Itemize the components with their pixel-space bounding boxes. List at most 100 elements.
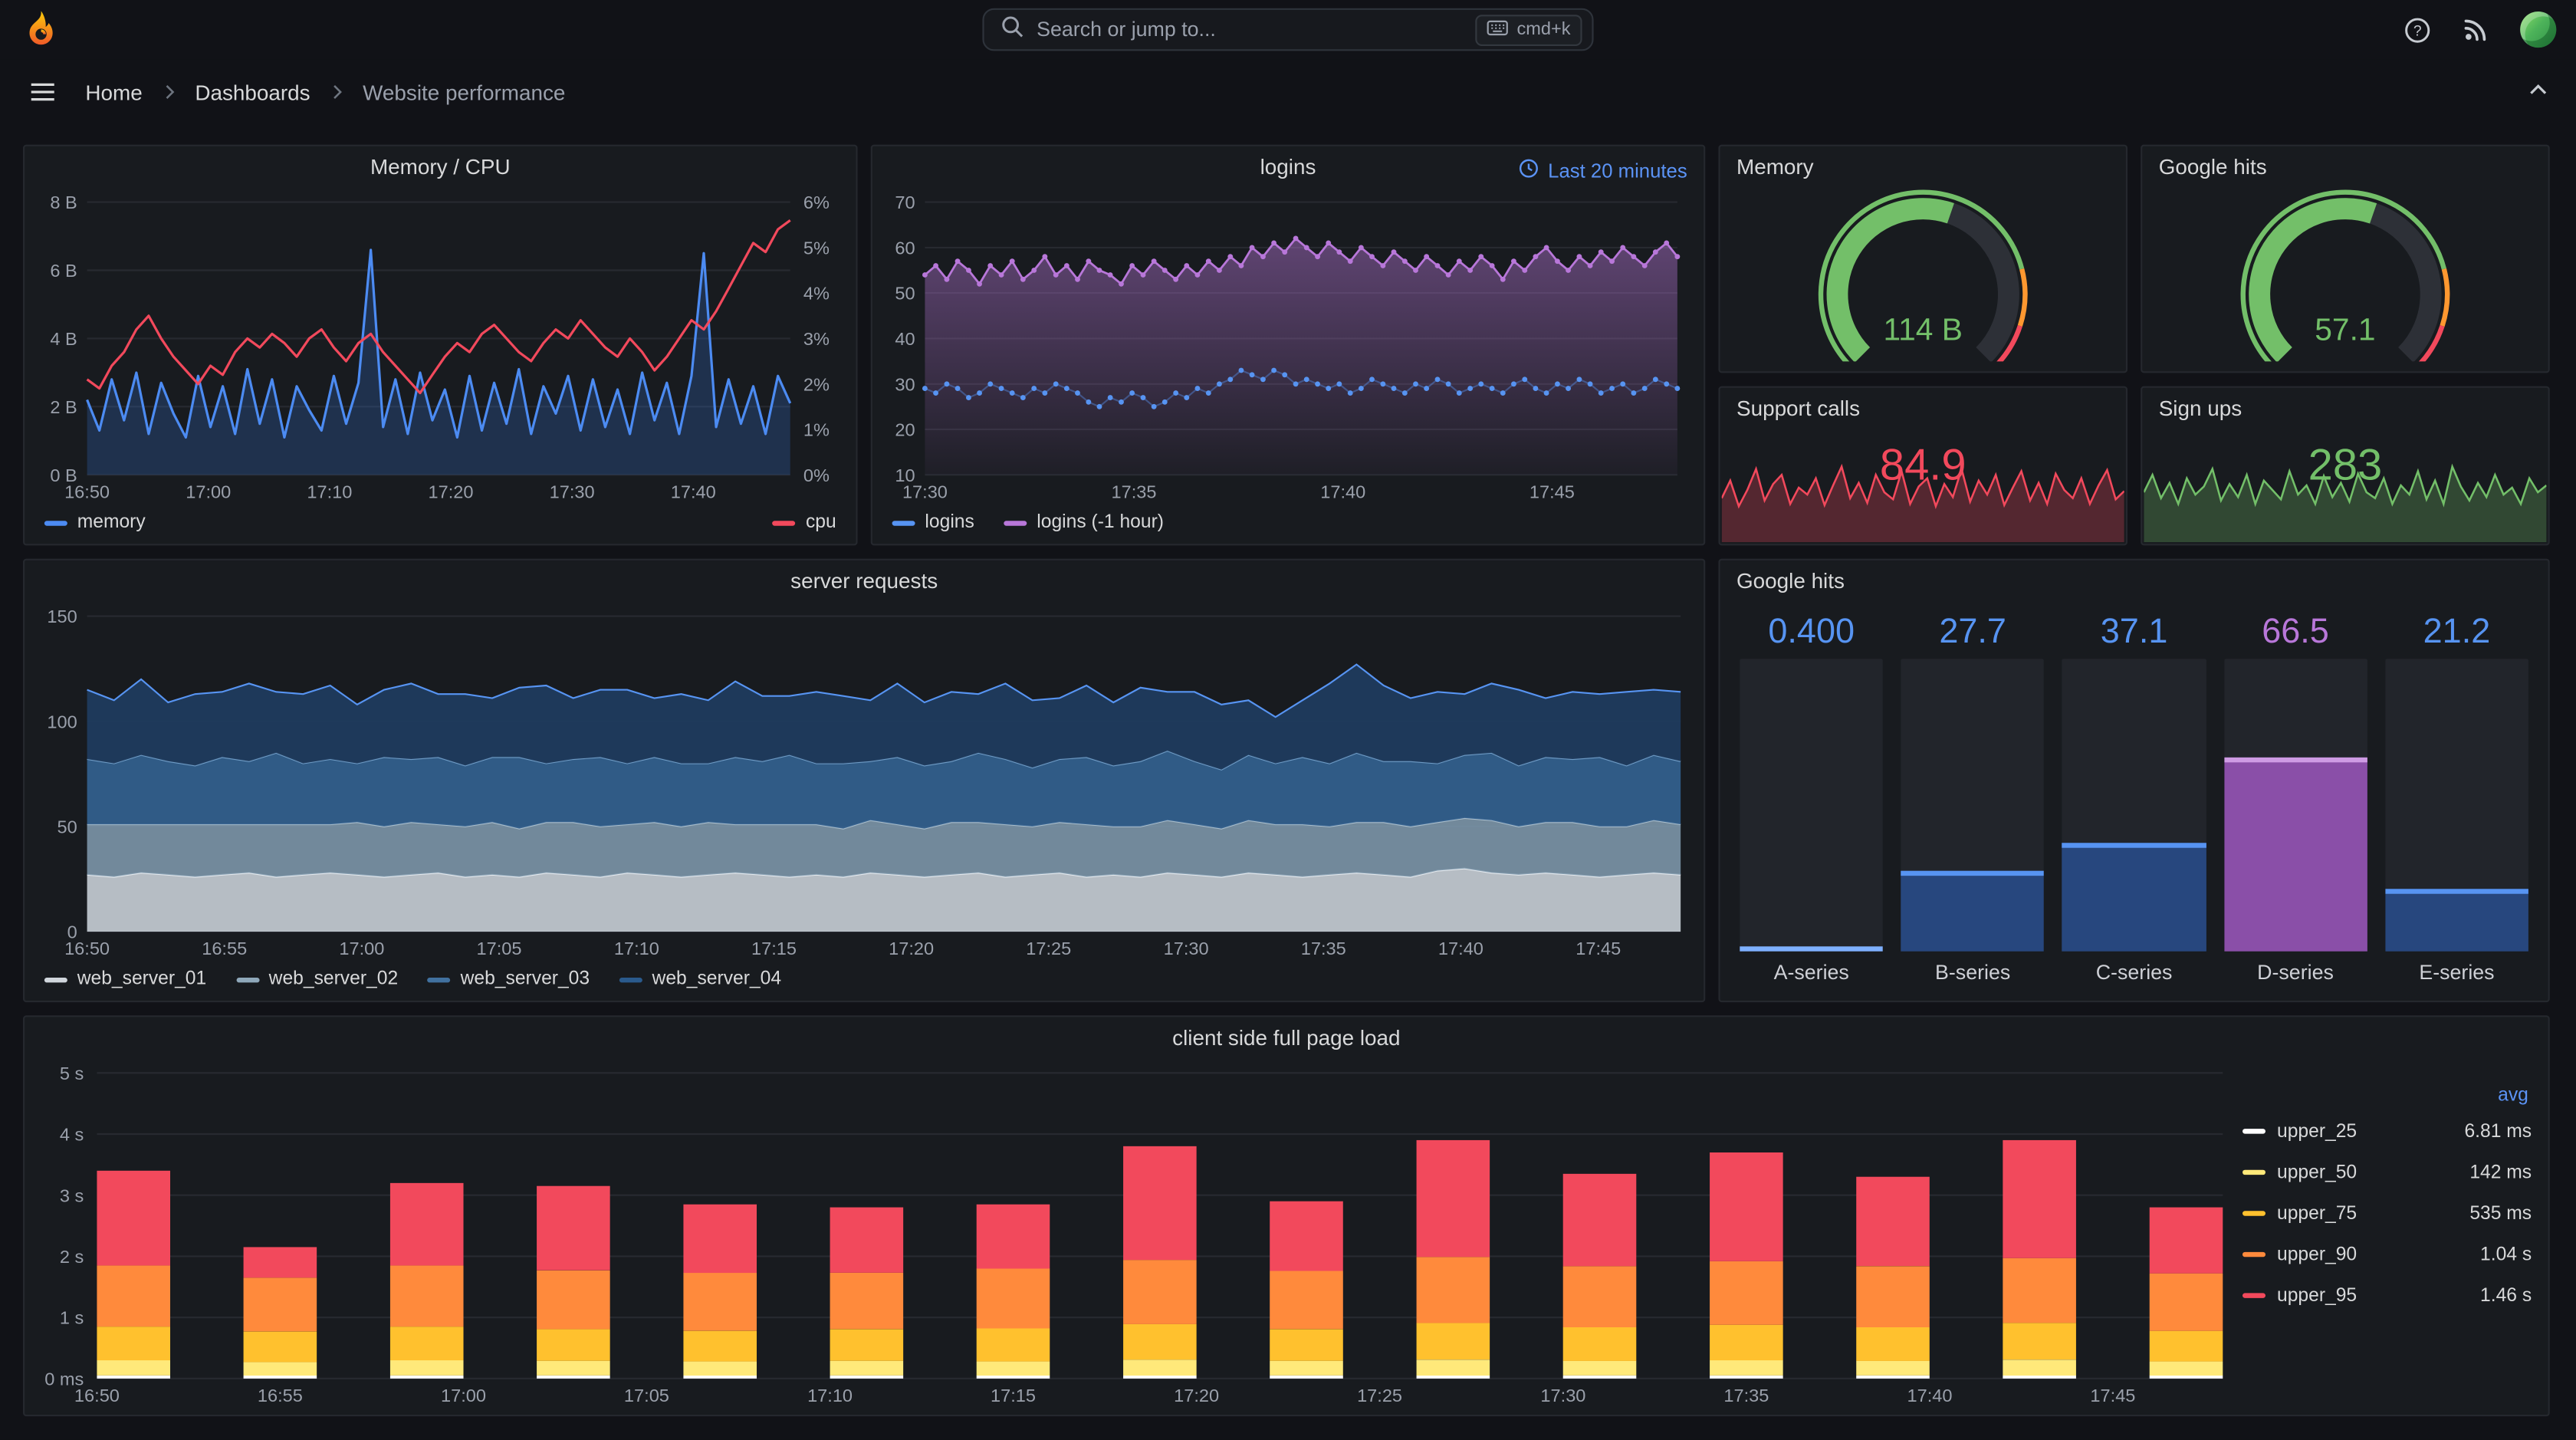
stat-value: 283 — [2308, 440, 2383, 490]
panel-sign-ups: Sign ups 283 — [2141, 386, 2550, 546]
legend-item-upper-50[interactable]: upper_50 142 ms — [2242, 1152, 2532, 1193]
bar-gauge-value: 27.7 — [1939, 613, 2006, 651]
panel-title[interactable]: client side full page load — [1172, 1025, 1401, 1050]
panel-title[interactable]: Memory / CPU — [370, 154, 511, 179]
svg-text:17:35: 17:35 — [1112, 482, 1157, 501]
time-range-indicator[interactable]: Last 20 minutes — [1519, 158, 1687, 184]
panel-title[interactable]: Support calls — [1737, 396, 1861, 421]
svg-text:17:30: 17:30 — [550, 482, 595, 501]
memory-gauge[interactable] — [1720, 189, 2126, 369]
svg-text:50: 50 — [895, 284, 915, 304]
bar-gauge-track — [1740, 659, 1884, 952]
svg-text:5 s: 5 s — [60, 1064, 84, 1083]
panel-client-load: client side full page load 0 ms 1 s 2 s 3 s… — [23, 1015, 2550, 1417]
svg-text:1%: 1% — [803, 420, 830, 440]
legend-item-logins[interactable]: logins — [892, 513, 974, 532]
panel-google-hits-gauge: Google hits 57.1 — [2141, 144, 2550, 373]
bar-gauge-track — [2062, 659, 2206, 952]
memory-cpu-chart[interactable]: 0 B 2 B 4 B 6 B 8 B 0% 1% 2% 3% 4% 5% 6% 16:50 17:00 1… — [31, 189, 849, 504]
gauge-value: 114 B — [1883, 314, 1963, 349]
panel-title[interactable]: Memory — [1737, 154, 1814, 179]
svg-text:6 B: 6 B — [50, 261, 77, 281]
svg-text:2 s: 2 s — [60, 1247, 84, 1267]
help-icon[interactable]: ? — [2402, 15, 2432, 44]
svg-text:17:05: 17:05 — [477, 939, 522, 958]
svg-text:17:30: 17:30 — [902, 482, 948, 501]
legend-item-upper-90[interactable]: upper_90 1.04 s — [2242, 1234, 2532, 1275]
svg-text:17:40: 17:40 — [1438, 939, 1484, 958]
panel-title[interactable]: Google hits — [1737, 568, 1845, 593]
legend-item-web-server-03[interactable]: web_server_03 — [427, 969, 590, 989]
panel-title[interactable]: Google hits — [2158, 154, 2267, 179]
legend-item-upper-25[interactable]: upper_25 6.81 ms — [2242, 1111, 2532, 1152]
grafana-logo-icon[interactable] — [20, 8, 63, 51]
sign-ups-sparkline[interactable] — [2143, 460, 2548, 543]
panel-title[interactable]: server requests — [790, 568, 938, 593]
top-nav: Search or jump to... cmd+k ? — [0, 0, 2576, 60]
legend-item-logins-1h[interactable]: logins (-1 hour) — [1004, 513, 1164, 532]
legend-item-cpu[interactable]: cpu — [773, 513, 836, 532]
nav-actions: ? — [2402, 0, 2557, 59]
svg-text:17:15: 17:15 — [751, 939, 797, 958]
breadcrumb-home[interactable]: Home — [85, 79, 143, 105]
svg-text:17:10: 17:10 — [614, 939, 659, 958]
breadcrumb: Home Dashboards Website performance — [0, 59, 2576, 125]
google-hits-bar-gauge: 0.400 A-series 27.7 B-series 37.1 C-series 66.… — [1740, 610, 2528, 991]
support-calls-sparkline[interactable] — [1720, 460, 2125, 543]
bar-gauge-label: C-series — [2095, 961, 2173, 985]
svg-text:4%: 4% — [803, 284, 830, 304]
bar-gauge-track — [2385, 659, 2528, 952]
rss-icon[interactable] — [2461, 15, 2491, 44]
breadcrumb-dashboards[interactable]: Dashboards — [195, 79, 310, 105]
svg-text:0: 0 — [67, 922, 77, 942]
bar-gauge-d-series[interactable]: 66.5 D-series — [2223, 610, 2367, 991]
bar-gauge-value: 21.2 — [2423, 613, 2491, 651]
svg-text:2 B: 2 B — [50, 397, 77, 417]
breadcrumb-current: Website performance — [363, 79, 566, 105]
search-input[interactable]: Search or jump to... cmd+k — [982, 8, 1594, 51]
bar-gauge-b-series[interactable]: 27.7 B-series — [1901, 610, 2045, 991]
svg-text:17:25: 17:25 — [1357, 1386, 1402, 1405]
panel-title[interactable]: logins — [1260, 154, 1316, 179]
legend-item-memory[interactable]: memory — [44, 513, 146, 532]
svg-text:17:45: 17:45 — [1576, 939, 1621, 958]
legend-item-web-server-04[interactable]: web_server_04 — [619, 969, 781, 989]
svg-text:17:05: 17:05 — [624, 1386, 669, 1405]
svg-text:8 B: 8 B — [50, 192, 77, 212]
svg-text:16:50: 16:50 — [74, 1386, 120, 1405]
svg-text:17:35: 17:35 — [1301, 939, 1346, 958]
svg-text:1 s: 1 s — [60, 1308, 84, 1328]
legend-item-upper-95[interactable]: upper_95 1.46 s — [2242, 1275, 2532, 1317]
server-requests-chart[interactable]: 0 50 100 150 16:50 16:55 17:00 17:05 17:10 17:15 1… — [31, 603, 1697, 961]
svg-text:17:40: 17:40 — [671, 482, 716, 501]
user-avatar[interactable] — [2520, 12, 2557, 48]
stat-value: 84.9 — [1879, 440, 1967, 490]
legend-item-upper-75[interactable]: upper_75 535 ms — [2242, 1193, 2532, 1235]
hamburger-menu-icon[interactable] — [26, 76, 59, 109]
svg-text:17:40: 17:40 — [1320, 482, 1365, 501]
svg-text:17:30: 17:30 — [1540, 1386, 1585, 1405]
client-load-chart[interactable]: 0 ms 1 s 2 s 3 s 4 s 5 s 16:50 16:55 17:00 17:05 1… — [31, 1060, 2233, 1408]
svg-text:5%: 5% — [803, 238, 830, 258]
panel-logins: logins Last 20 minutes 10 20 30 40 50 60 70 17:… — [870, 144, 1706, 546]
svg-text:30: 30 — [895, 374, 915, 394]
svg-text:150: 150 — [47, 607, 77, 626]
chevron-up-icon[interactable] — [2527, 79, 2550, 110]
bar-gauge-a-series[interactable]: 0.400 A-series — [1740, 610, 1884, 991]
svg-text:40: 40 — [895, 329, 915, 349]
svg-text:17:00: 17:00 — [186, 482, 231, 501]
svg-text:17:20: 17:20 — [889, 939, 934, 958]
bar-gauge-value: 66.5 — [2262, 613, 2329, 651]
legend: logins logins (-1 hour) — [892, 506, 1684, 539]
svg-text:17:30: 17:30 — [1164, 939, 1209, 958]
svg-text:10: 10 — [895, 465, 915, 485]
bar-gauge-e-series[interactable]: 21.2 E-series — [2385, 610, 2528, 991]
legend-item-web-server-01[interactable]: web_server_01 — [44, 969, 206, 989]
logins-chart[interactable]: 10 20 30 40 50 60 70 17:30 17:35 17:40 17:45 — [879, 189, 1697, 504]
bar-gauge-c-series[interactable]: 37.1 C-series — [2062, 610, 2206, 991]
svg-text:17:15: 17:15 — [991, 1386, 1036, 1405]
panel-title[interactable]: Sign ups — [2158, 396, 2242, 421]
legend-item-web-server-02[interactable]: web_server_02 — [235, 969, 398, 989]
legend: web_server_01 web_server_02 web_server_0… — [44, 963, 1684, 996]
